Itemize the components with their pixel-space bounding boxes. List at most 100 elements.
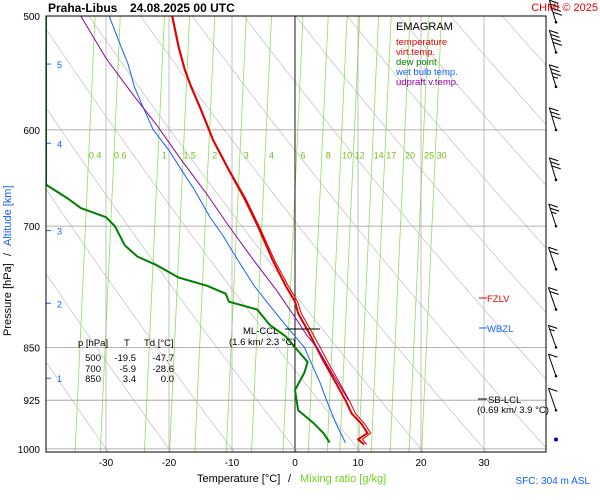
mixing-ratio-line xyxy=(370,16,392,452)
table-header-p: p [hPa] xyxy=(78,338,108,349)
mixing-ratio-label: 0.6 xyxy=(114,150,127,160)
mixing-ratio-label: 17 xyxy=(386,150,396,160)
mixing-ratio-line xyxy=(282,16,304,452)
wind-barb-feather xyxy=(551,115,561,120)
x-tick-label: -10 xyxy=(225,458,240,469)
wind-barb-staff xyxy=(548,157,557,180)
wind-barb-base xyxy=(554,374,558,378)
wind-barb-feather xyxy=(551,165,561,170)
altitude-tick-label: 2 xyxy=(57,299,62,309)
wind-barb-feather xyxy=(549,250,559,255)
wind-barb xyxy=(547,324,558,349)
mixing-ratio-line xyxy=(144,16,165,452)
wind-barb-feather xyxy=(548,203,558,208)
mixing-ratio-label: 1.5 xyxy=(183,150,196,160)
legend-dew-point: dew point xyxy=(396,57,437,68)
wind-barb-base xyxy=(554,128,558,132)
wind-barb-staff xyxy=(548,107,557,131)
y-axis-title: Pressure [hPa] xyxy=(2,263,14,336)
x-tick-label: 10 xyxy=(352,458,364,469)
legend-wet-bulb: wet bulb temp. xyxy=(395,67,458,78)
altitude-tick-label: 3 xyxy=(57,227,62,237)
sb-lcl-label: SB-LCL xyxy=(488,395,521,406)
legend-temperature: temperature xyxy=(396,37,447,48)
mixing-ratio-label: 1 xyxy=(162,150,167,160)
wind-barb-staff xyxy=(548,64,557,87)
ml-ccl-detail: (1.6 km/ 2.3 °C) xyxy=(229,337,296,348)
wind-barb-feather xyxy=(552,41,563,46)
mixing-ratio-line xyxy=(99,16,121,452)
mixing-ratio-line xyxy=(408,16,430,452)
wind-barb-staff xyxy=(548,0,557,23)
dry-adiabat-line xyxy=(88,16,424,452)
marks-layer: 0.4 0.6 1 1.5 2 3 4 6 8 10 12 14 17 20 25 30-30 -20 -10 0 1… xyxy=(18,0,563,469)
wind-barb-feather xyxy=(551,7,561,12)
table-cell: 500 xyxy=(85,353,101,364)
x-tick-label: 30 xyxy=(478,458,490,469)
mixing-ratio-label: 2 xyxy=(212,150,217,160)
wind-barb-base xyxy=(554,408,558,412)
wind-barb-feather xyxy=(551,72,561,77)
wind-barb-base xyxy=(554,267,558,271)
dry-adiabat-line xyxy=(46,188,235,452)
x-axis-title-mixing: Mixing ratio [g/kg] xyxy=(300,473,386,485)
wind-barb-staff xyxy=(547,388,557,411)
y-axis-title-altitude: Altitude [km] xyxy=(2,185,14,246)
altitude-tick-label: 4 xyxy=(57,139,62,149)
wind-barb-base xyxy=(554,308,558,311)
wind-barb xyxy=(547,353,558,378)
wind-barb-staff xyxy=(547,353,557,377)
mixing-ratio-label: 8 xyxy=(326,150,331,160)
wind-barb-feather xyxy=(549,157,559,162)
table-cell: 3.4 xyxy=(123,374,136,385)
wind-barb-staff xyxy=(547,287,557,310)
table-header-td: Td [°C] xyxy=(144,338,174,349)
wind-barb-staff xyxy=(548,203,557,227)
altitude-tick-label: 1 xyxy=(57,374,62,384)
mixing-ratio-line xyxy=(421,16,442,452)
sfc-label: SFC: 304 m ASL xyxy=(516,476,591,487)
x-tick-label: 0 xyxy=(292,458,298,469)
wind-barb-staff xyxy=(548,30,557,53)
dry-adiabat-line xyxy=(398,16,546,186)
wind-barb-feather xyxy=(548,287,558,292)
mixing-ratio-line xyxy=(194,16,216,452)
wet-bulb-line xyxy=(108,16,346,443)
x-axis-title: Temperature [°C] xyxy=(197,473,280,485)
legend-title: EMAGRAM xyxy=(396,21,453,33)
x-axis-sep: / xyxy=(288,473,292,485)
wind-barb xyxy=(548,157,561,182)
wind-barb-feather xyxy=(548,246,558,251)
mixing-ratio-label: 25 xyxy=(424,150,434,160)
x-tick-label: -20 xyxy=(162,458,177,469)
wind-barb-feather xyxy=(549,107,559,112)
mixing-ratio-line xyxy=(389,16,411,452)
mixing-ratio-line xyxy=(326,16,348,452)
wind-barb-feather xyxy=(550,3,560,8)
legend-updraft: udpraft v.temp. xyxy=(396,77,459,88)
legend-virt-temp: virt.temp. xyxy=(396,47,435,58)
p-tick-label: 700 xyxy=(23,222,40,233)
grid-layer xyxy=(46,16,546,452)
wind-barb-feather xyxy=(548,353,558,358)
wind-barb-base xyxy=(554,85,558,89)
mixing-ratio-label: 12 xyxy=(355,150,365,160)
wind-barb-feather xyxy=(549,29,559,34)
dry-adiabat-line xyxy=(243,16,546,380)
wbzl-label: WBZL xyxy=(487,324,513,335)
table-cell: -5.9 xyxy=(120,364,136,375)
y-axis-sep: / xyxy=(2,252,14,256)
dry-adiabat-line xyxy=(140,16,488,452)
wind-barb-feather xyxy=(549,291,559,296)
sb-lcl-detail: (0.69 km/ 3.9 °C) xyxy=(477,405,549,416)
wind-barb xyxy=(548,107,561,132)
wind-barb xyxy=(547,287,559,311)
mixing-ratio-label: 20 xyxy=(405,150,415,160)
wind-barb-half-feather xyxy=(552,76,559,79)
table-cell: 850 xyxy=(85,374,101,385)
wind-barb-base xyxy=(554,224,558,228)
table-cell: 700 xyxy=(85,364,101,375)
plot-frame xyxy=(45,15,547,453)
mixing-ratio-label: 0.4 xyxy=(89,150,102,160)
